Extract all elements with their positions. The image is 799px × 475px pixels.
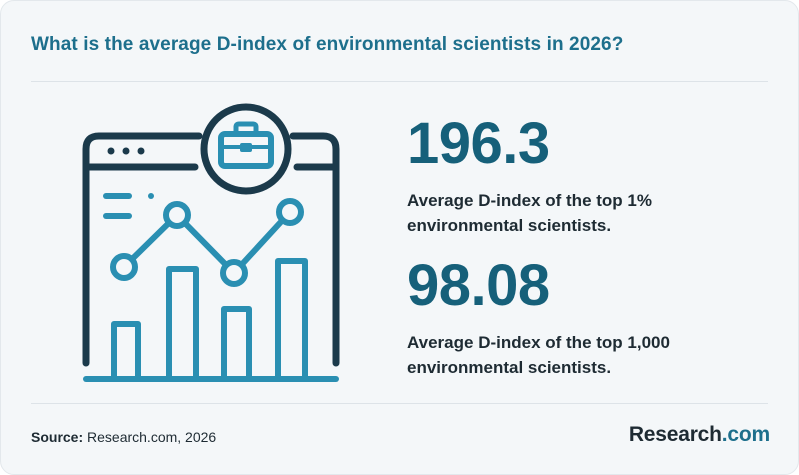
top-divider: [31, 81, 768, 82]
browser-window-icon: [82, 132, 340, 367]
stat-top-1000: 98.08 Average D-index of the top 1,000 e…: [407, 257, 707, 380]
source-text: Research.com, 2026: [87, 429, 217, 445]
stat-value: 196.3: [407, 111, 550, 176]
logo-main: Research: [628, 423, 722, 446]
source-label: Source:: [31, 429, 84, 445]
stat-description: Average D-index of the top 1% environmen…: [407, 191, 652, 235]
logo-suffix: .com: [721, 423, 770, 446]
brand-logo: Research.com: [629, 423, 770, 447]
page-title: What is the average D-index of environme…: [31, 34, 624, 55]
analytics-illustration: [82, 103, 340, 382]
stat-top-1-percent: 196.3 Average D-index of the top 1% envi…: [407, 115, 707, 238]
stat-value: 98.08: [407, 253, 550, 318]
line-chart-icon: [110, 198, 304, 287]
bar-chart-icon: [83, 258, 339, 382]
bottom-divider: [31, 403, 768, 404]
stat-description: Average D-index of the top 1,000 environ…: [407, 333, 670, 377]
briefcase-icon: [200, 103, 292, 195]
source-note: Source: Research.com, 2026: [31, 429, 216, 445]
